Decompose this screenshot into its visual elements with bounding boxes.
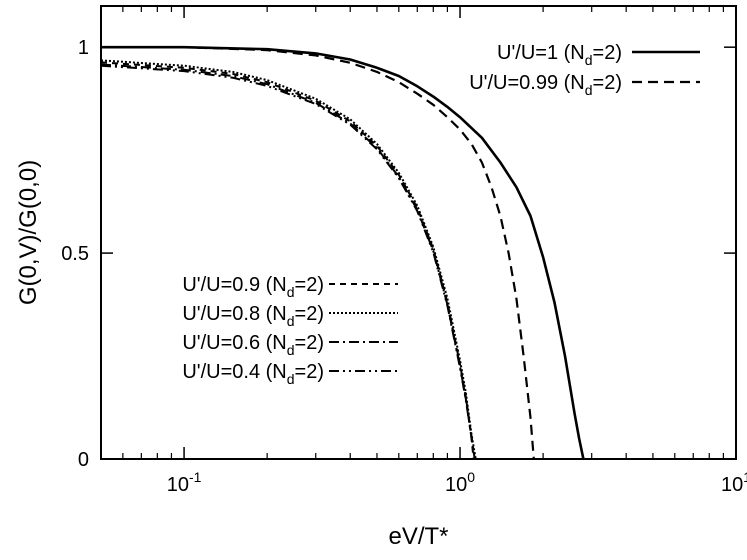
series-lines [100,45,585,460]
legend-label-subscript: d [287,371,295,387]
series-line-0 [101,45,585,460]
legend-label-5: U'/U=0.4 (Nd=2) [182,361,324,387]
legend-label-subscript: d [585,82,593,98]
legend-label-subscript: d [287,313,295,329]
legend-label-end: =2) [295,361,324,383]
legend-label-subscript: d [287,284,295,300]
x-axis-label: eV/T* [388,523,448,550]
series-line-3 [100,59,477,460]
legend-label-end: =2) [593,72,622,94]
y-tick-label-2: 1 [78,37,89,59]
x-tick-exponent: 1 [743,469,747,485]
legend-label-main: U'/U=0.6 (N [182,332,286,354]
tick-labels: 10-110010100.51 [61,37,747,496]
plot-frame [100,5,737,460]
legend-label-3: U'/U=0.8 (Nd=2) [182,303,324,329]
legend: U'/U=1 (Nd=2)U'/U=0.99 (Nd=2)U'/U=0.9 (N… [182,42,700,387]
legend-label-end: =2) [295,274,324,296]
x-tick-base: 10 [445,474,467,496]
x-tick-base: 10 [167,474,189,496]
series-line-4 [100,63,476,460]
axis-ticks [100,6,737,460]
x-tick-label-0: 10-1 [167,469,202,496]
x-tick-exponent: -1 [189,469,202,485]
series-line-5 [100,64,476,460]
legend-label-main: U'/U=0.9 (N [182,274,286,296]
legend-label-main: U'/U=0.8 (N [182,303,286,325]
series-line-2 [100,61,475,460]
y-axis-label: G(0,V)/G(0,0) [15,160,42,305]
legend-label-end: =2) [295,332,324,354]
x-tick-label-1: 100 [445,469,475,496]
legend-label-main: U'/U=0.4 (N [182,361,286,383]
legend-label-main: U'/U=0.99 (N [469,72,585,94]
legend-label-main: U'/U=1 (N [497,42,585,64]
x-tick-exponent: 0 [467,469,475,485]
y-tick-label-1: 0.5 [61,243,89,265]
legend-label-1: U'/U=0.99 (Nd=2) [469,72,622,98]
legend-label-end: =2) [295,303,324,325]
legend-label-0: U'/U=1 (Nd=2) [497,42,622,68]
legend-label-end: =2) [593,42,622,64]
legend-label-4: U'/U=0.6 (Nd=2) [182,332,324,358]
legend-label-subscript: d [287,342,295,358]
series-line-1 [101,46,535,460]
x-tick-base: 10 [721,474,743,496]
legend-label-2: U'/U=0.9 (Nd=2) [182,274,324,300]
legend-label-subscript: d [585,52,593,68]
x-tick-label-2: 101 [721,469,747,496]
y-tick-label-0: 0 [78,449,89,471]
